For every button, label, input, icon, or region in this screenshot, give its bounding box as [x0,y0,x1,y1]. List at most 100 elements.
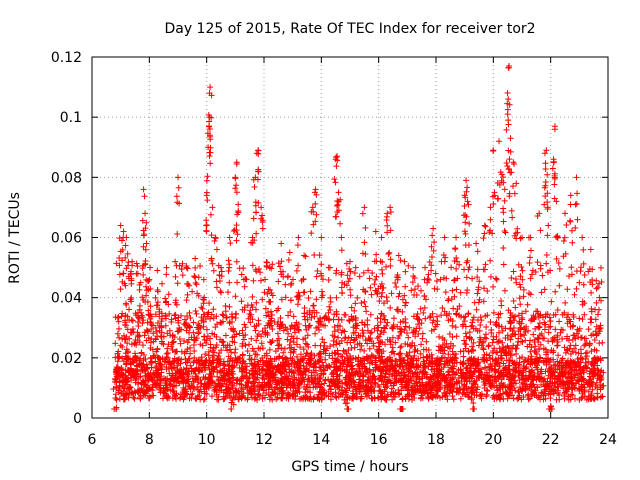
data-point [362,287,369,294]
data-point [258,340,265,347]
data-point [278,385,285,392]
data-point [371,281,378,288]
data-point [417,350,424,357]
data-point [500,261,507,268]
data-point [457,395,464,402]
data-point [152,294,159,301]
data-point [171,391,178,398]
data-point [324,345,331,352]
data-point [382,316,389,323]
data-point [139,342,146,349]
data-point [252,327,259,334]
data-point [184,339,191,346]
chart-title: Day 125 of 2015, Rate Of TEC Index for r… [164,21,535,37]
data-point [384,392,391,399]
data-point [576,279,583,286]
data-point [312,342,319,349]
data-point [154,367,161,374]
data-point [476,338,483,345]
data-point [359,333,366,340]
data-point [570,313,577,320]
data-point [416,368,423,375]
data-point [556,318,563,325]
data-point [196,360,203,367]
data-point [565,311,572,318]
data-point [494,361,501,368]
data-point [530,381,537,388]
data-point [359,327,366,334]
data-point [333,311,340,318]
data-point [320,366,327,373]
data-point [575,358,582,365]
data-point [469,322,476,329]
data-point [201,395,208,402]
data-point [478,342,485,349]
data-point [541,286,548,293]
data-point [364,340,371,347]
data-point [263,259,270,266]
data-point [235,396,242,403]
data-point [453,333,460,340]
data-point [315,323,322,330]
data-point [481,334,488,341]
data-point [302,353,309,360]
data-point [150,371,157,378]
data-point [314,371,321,378]
data-point [154,267,161,274]
data-point [539,314,546,321]
data-point [116,395,123,402]
data-point [588,316,595,323]
data-point [571,395,578,402]
data-point [204,333,211,340]
data-point [477,314,484,321]
data-point [563,364,570,371]
data-point [199,342,206,349]
data-point [452,354,459,361]
data-point [538,289,545,296]
data-point [344,381,351,388]
data-point [375,343,382,350]
data-point [187,350,194,357]
data-point [234,279,241,286]
data-point [402,371,409,378]
data-point [122,350,129,357]
data-point [416,325,423,332]
data-point [202,351,209,358]
data-point [336,340,343,347]
data-point [341,348,348,355]
data-point [449,322,456,329]
data-point [499,327,506,334]
data-point [403,329,410,336]
data-point [225,353,232,360]
data-point [467,334,474,341]
data-point [367,370,374,377]
data-point [117,286,124,293]
data-point [374,365,381,372]
data-point [411,352,418,359]
data-point [274,330,281,337]
data-point [273,307,280,314]
data-point [396,332,403,339]
data-point [209,365,216,372]
data-point [538,370,545,377]
data-point [335,326,342,333]
data-point [457,386,464,393]
data-point [325,376,332,383]
data-point [525,391,532,398]
data-point [581,311,588,318]
data-point [401,292,408,299]
data-point [402,302,409,309]
data-point [460,383,467,390]
data-point [268,392,275,399]
data-point [301,378,308,385]
data-point [147,319,154,326]
data-point [523,323,530,330]
data-point [163,366,170,373]
data-point [297,351,304,358]
data-point [465,266,472,273]
data-point [168,316,175,323]
data-point [197,361,204,368]
data-point [179,272,186,279]
data-point [425,363,432,370]
